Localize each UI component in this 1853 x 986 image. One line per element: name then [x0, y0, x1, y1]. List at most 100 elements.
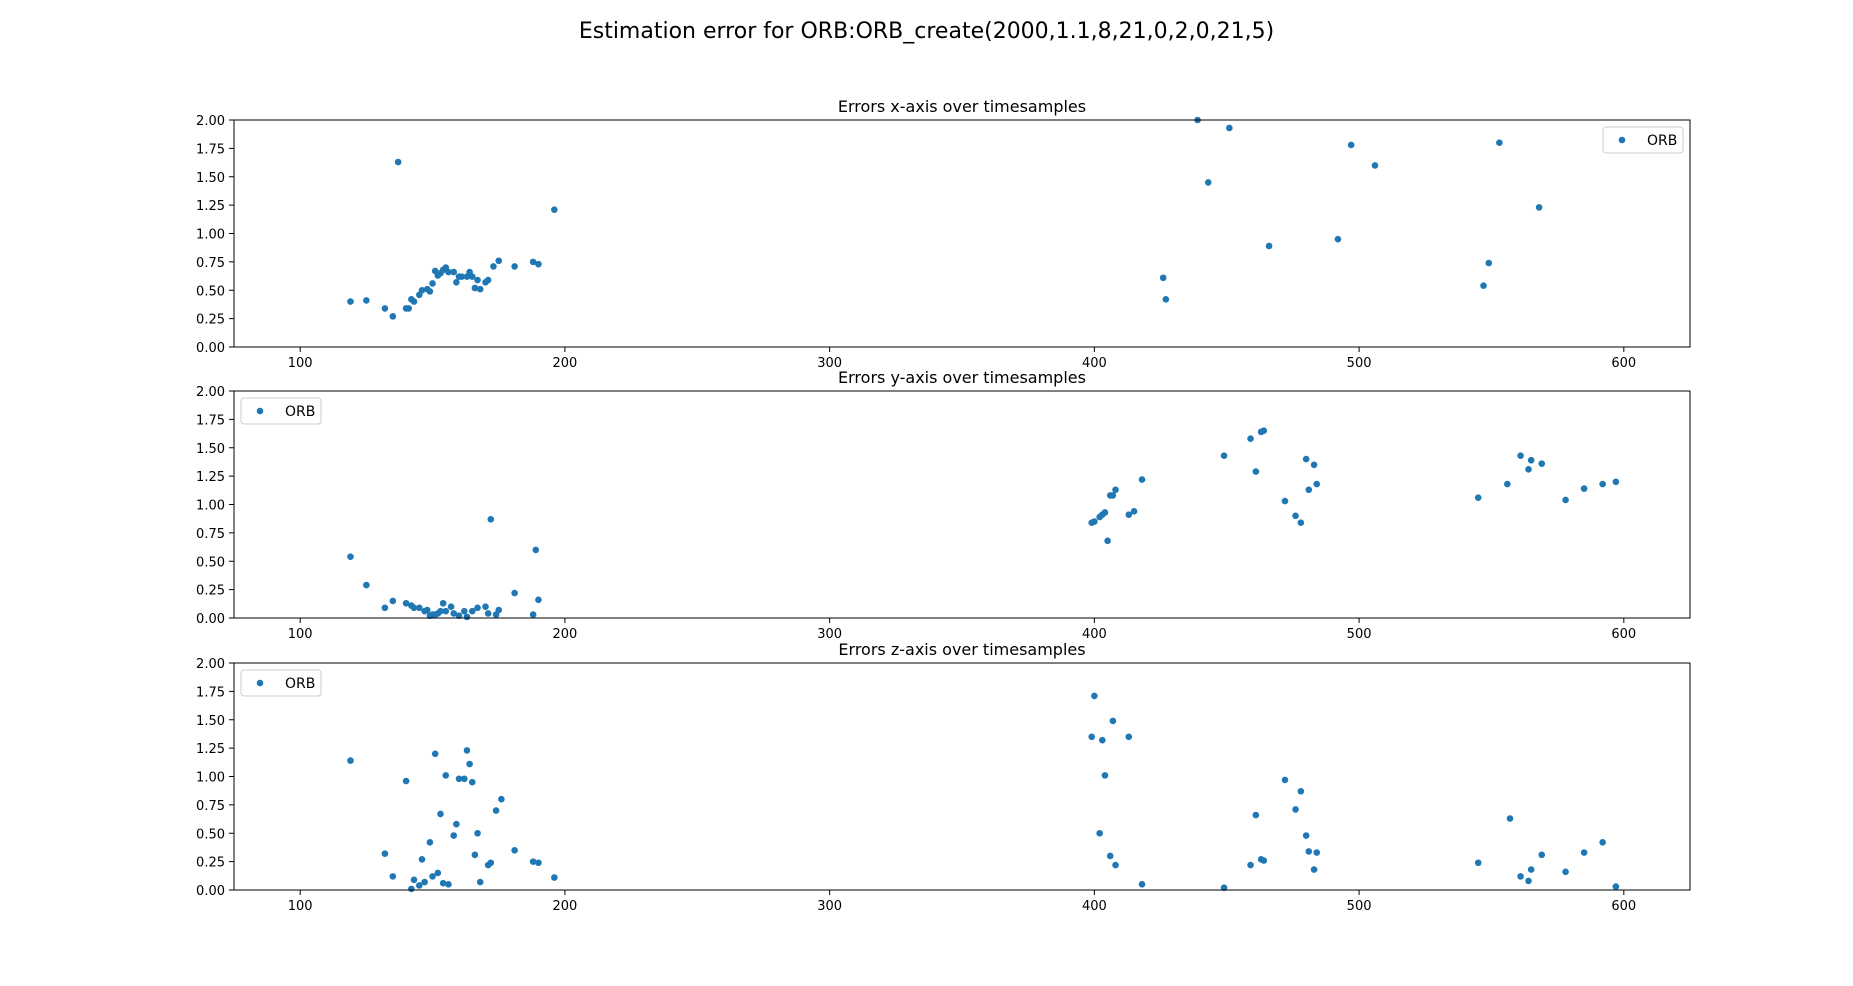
data-point — [389, 313, 397, 320]
data-point — [1101, 509, 1109, 516]
x-tick-label: 600 — [1611, 356, 1636, 371]
data-point — [1091, 692, 1098, 700]
data-point — [1247, 861, 1254, 869]
data-point — [410, 298, 418, 305]
y-tick-label: 0.25 — [196, 313, 225, 328]
y-tick-label: 2.00 — [196, 657, 225, 672]
data-point — [437, 607, 444, 615]
data-point — [1204, 179, 1212, 186]
data-point — [461, 775, 468, 783]
data-point — [347, 553, 354, 561]
data-point — [551, 206, 558, 213]
data-point — [468, 273, 476, 280]
data-point — [474, 276, 481, 284]
y-tick-label: 0.75 — [196, 527, 225, 542]
x-tick-label: 200 — [552, 356, 577, 371]
legend: ORB — [240, 397, 322, 425]
data-point — [1130, 508, 1138, 515]
y-tick-label: 2.00 — [196, 385, 225, 400]
data-point — [408, 885, 415, 893]
data-point — [484, 276, 492, 284]
data-point — [381, 850, 389, 857]
legend-marker — [256, 407, 264, 415]
legend-box — [240, 397, 322, 425]
data-point — [1538, 851, 1546, 859]
legend-label: ORB — [1647, 133, 1677, 149]
data-point — [476, 285, 484, 293]
data-point — [1226, 124, 1233, 132]
data-point — [416, 882, 423, 889]
data-point — [1252, 811, 1260, 819]
data-point — [551, 874, 558, 881]
subplots: Errors x-axis over timesamples 100 200 300 4… — [196, 97, 1691, 914]
data-point — [418, 856, 426, 863]
data-point — [1504, 480, 1511, 488]
subplot-3: Errors z-axis over timesamples 100 200 300 4… — [196, 640, 1691, 914]
data-point — [1220, 452, 1228, 459]
data-point — [463, 613, 471, 621]
data-point — [418, 286, 426, 294]
legend: ORB — [240, 669, 322, 697]
series-orb — [347, 692, 1620, 893]
y-tick-label: 0.50 — [196, 555, 225, 570]
data-point — [363, 297, 370, 304]
data-point — [1159, 274, 1167, 282]
data-point — [1371, 162, 1379, 169]
data-point — [1281, 776, 1289, 784]
data-point — [1292, 806, 1299, 813]
x-tick-label: 100 — [288, 899, 313, 914]
y-tick-label: 0.75 — [196, 799, 225, 814]
data-point — [1474, 494, 1482, 501]
y-tick-label: 0.75 — [196, 256, 225, 271]
data-point — [1612, 478, 1620, 486]
data-point — [450, 268, 458, 276]
data-point — [1334, 235, 1342, 243]
y-tick-label: 0.50 — [196, 827, 225, 842]
data-point — [1305, 848, 1313, 855]
data-point — [442, 607, 450, 615]
data-point — [450, 610, 458, 617]
data-point — [455, 612, 463, 620]
data-point — [389, 873, 397, 880]
x-tick-label: 400 — [1082, 356, 1107, 371]
data-point — [1260, 857, 1268, 864]
data-point — [1265, 242, 1273, 250]
data-point — [429, 280, 436, 287]
data-point — [410, 876, 418, 884]
x-tick-label: 100 — [288, 627, 313, 642]
data-point — [471, 284, 479, 292]
data-point — [402, 777, 410, 785]
data-point — [1506, 815, 1514, 822]
x-tick-label: 300 — [817, 627, 842, 642]
data-point — [1580, 485, 1588, 492]
legend: ORB — [1602, 126, 1684, 154]
legend-marker — [256, 679, 264, 687]
data-point — [1612, 883, 1620, 890]
x-tick-label: 400 — [1082, 627, 1107, 642]
data-point — [471, 851, 479, 859]
data-point — [535, 596, 542, 604]
y-tick-label: 2.00 — [196, 114, 225, 129]
data-point — [1517, 452, 1524, 459]
data-point — [1480, 282, 1487, 290]
data-point — [1599, 839, 1606, 846]
data-point — [458, 273, 465, 280]
data-point — [442, 772, 450, 779]
x-tick-label: 600 — [1611, 899, 1636, 914]
data-point — [1310, 866, 1318, 873]
series-orb — [347, 427, 1620, 621]
data-point — [1297, 519, 1305, 526]
x-tick-label: 300 — [817, 356, 842, 371]
y-tick-label: 1.75 — [196, 685, 225, 700]
data-point — [498, 795, 505, 803]
data-point — [1106, 852, 1114, 860]
data-point — [1525, 466, 1532, 473]
subplot-2: Errors y-axis over timesamples 100 200 300 4… — [196, 368, 1691, 642]
series-orb — [347, 116, 1543, 320]
data-point — [487, 859, 495, 867]
data-point — [405, 305, 413, 312]
data-point — [529, 258, 537, 266]
y-tick-label: 1.00 — [196, 499, 225, 514]
data-point — [1474, 859, 1482, 867]
data-point — [363, 581, 370, 589]
